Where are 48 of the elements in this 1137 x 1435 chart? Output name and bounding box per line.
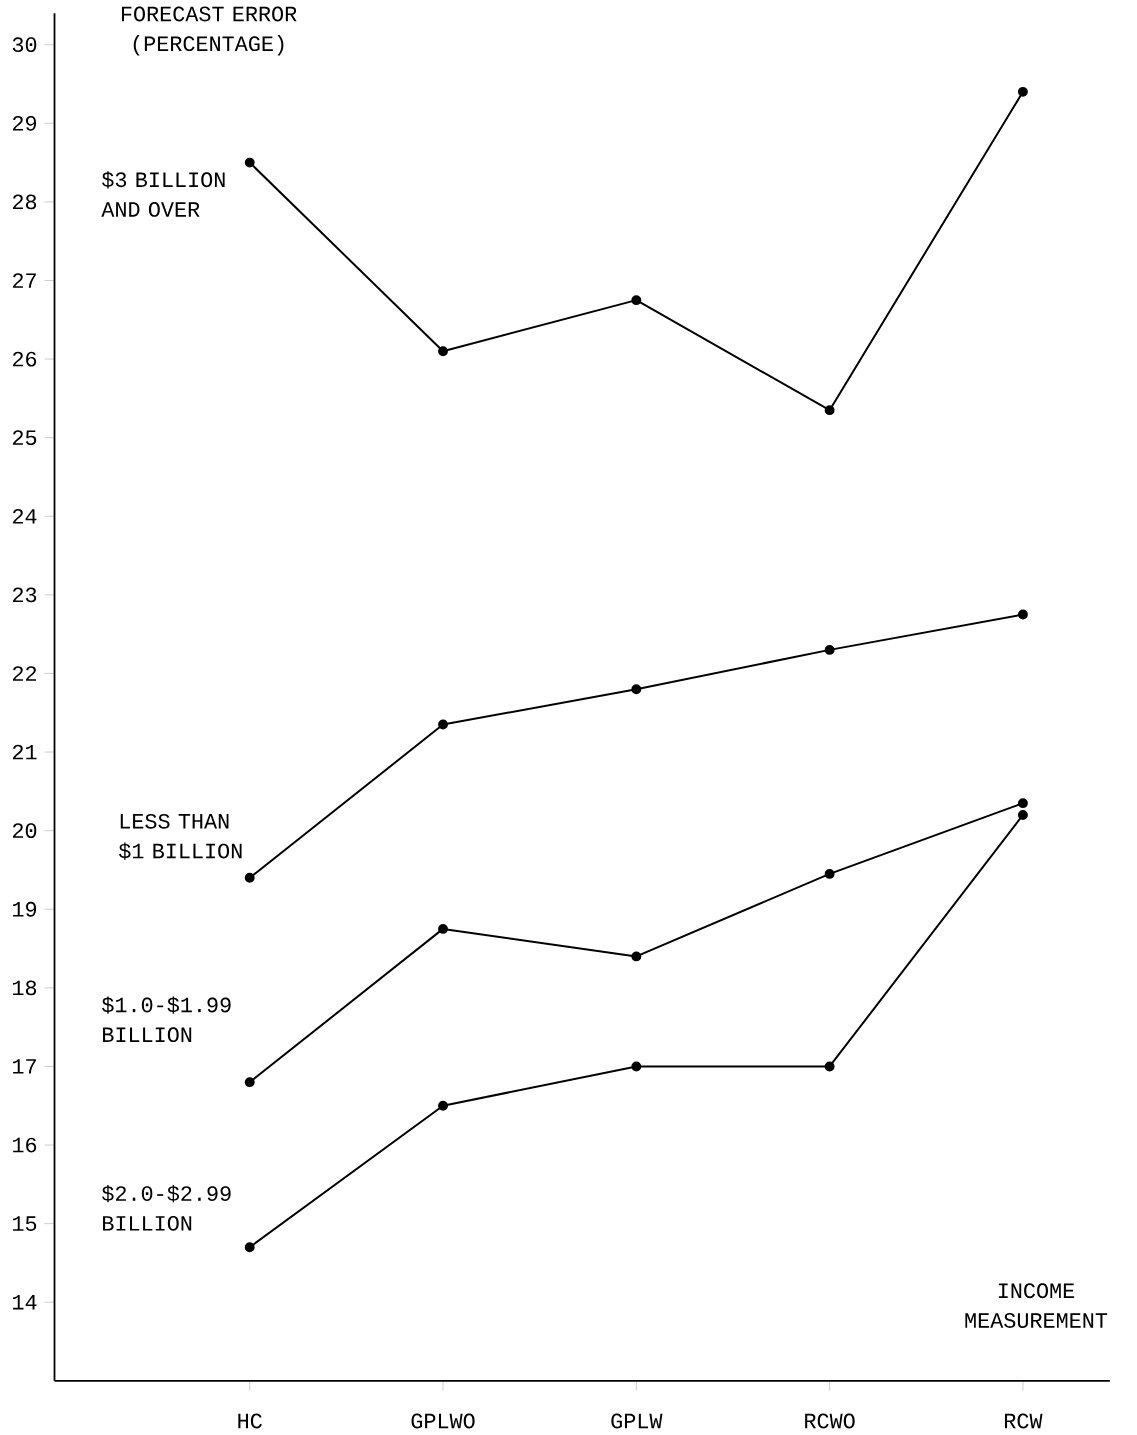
point [824,1061,835,1072]
point [1018,809,1029,820]
y-tick-label: 24 [13,508,37,524]
point [244,1077,255,1088]
point [244,872,255,883]
y-tick-label: 14 [13,1295,37,1310]
y-tick-label: 18 [13,980,37,996]
y-tick-label: 22 [13,666,37,681]
point [824,644,835,655]
point [631,295,642,306]
series-label: $1.0-$1.99 BILLION [102,996,231,1043]
y-tick-label: 26 [13,351,37,367]
point [824,405,835,416]
y-axis-title: FORECAST ERROR (PERCENTAGE) [122,6,297,56]
point [1018,86,1029,97]
y-tick-label: 21 [13,744,37,760]
y-tick-label: 15 [13,1216,37,1231]
y-tick-label: 16 [13,1137,37,1153]
point [244,157,255,168]
point [438,346,449,357]
y-tick-label: 20 [13,823,37,839]
point [1018,609,1029,620]
point [438,1100,449,1111]
x-axis-title: INCOME MEASUREMENT [965,1283,1108,1328]
point [1018,798,1029,809]
y-tick-label: 25 [13,430,37,446]
y-tick-label: 29 [13,115,37,131]
y-tick-label: 27 [13,273,37,288]
series-label: $3 BILLION AND OVER [101,171,225,217]
x-tick-label: GPLW [611,1413,663,1429]
y-tick-label: 19 [13,901,37,917]
y-tick-label: 28 [13,194,37,210]
point [824,868,835,879]
series-label: $2.0-$2.99 BILLION [102,1185,231,1231]
y-tick-label: 23 [13,587,37,603]
x-tick-label: GPLWO [411,1413,475,1429]
point [244,1242,255,1253]
point [631,1061,642,1072]
y-tick-label: 17 [13,1059,37,1074]
y-tick-label: 30 [12,37,37,53]
x-tick-label: RCW [1005,1413,1043,1429]
point [438,923,449,934]
x-tick-label: HC [238,1413,263,1429]
series-label: LESS THAN $1 BILLION [119,813,242,860]
point [438,719,449,730]
x-tick-label: RCWO [805,1413,855,1429]
point [631,684,642,695]
point [631,951,642,962]
